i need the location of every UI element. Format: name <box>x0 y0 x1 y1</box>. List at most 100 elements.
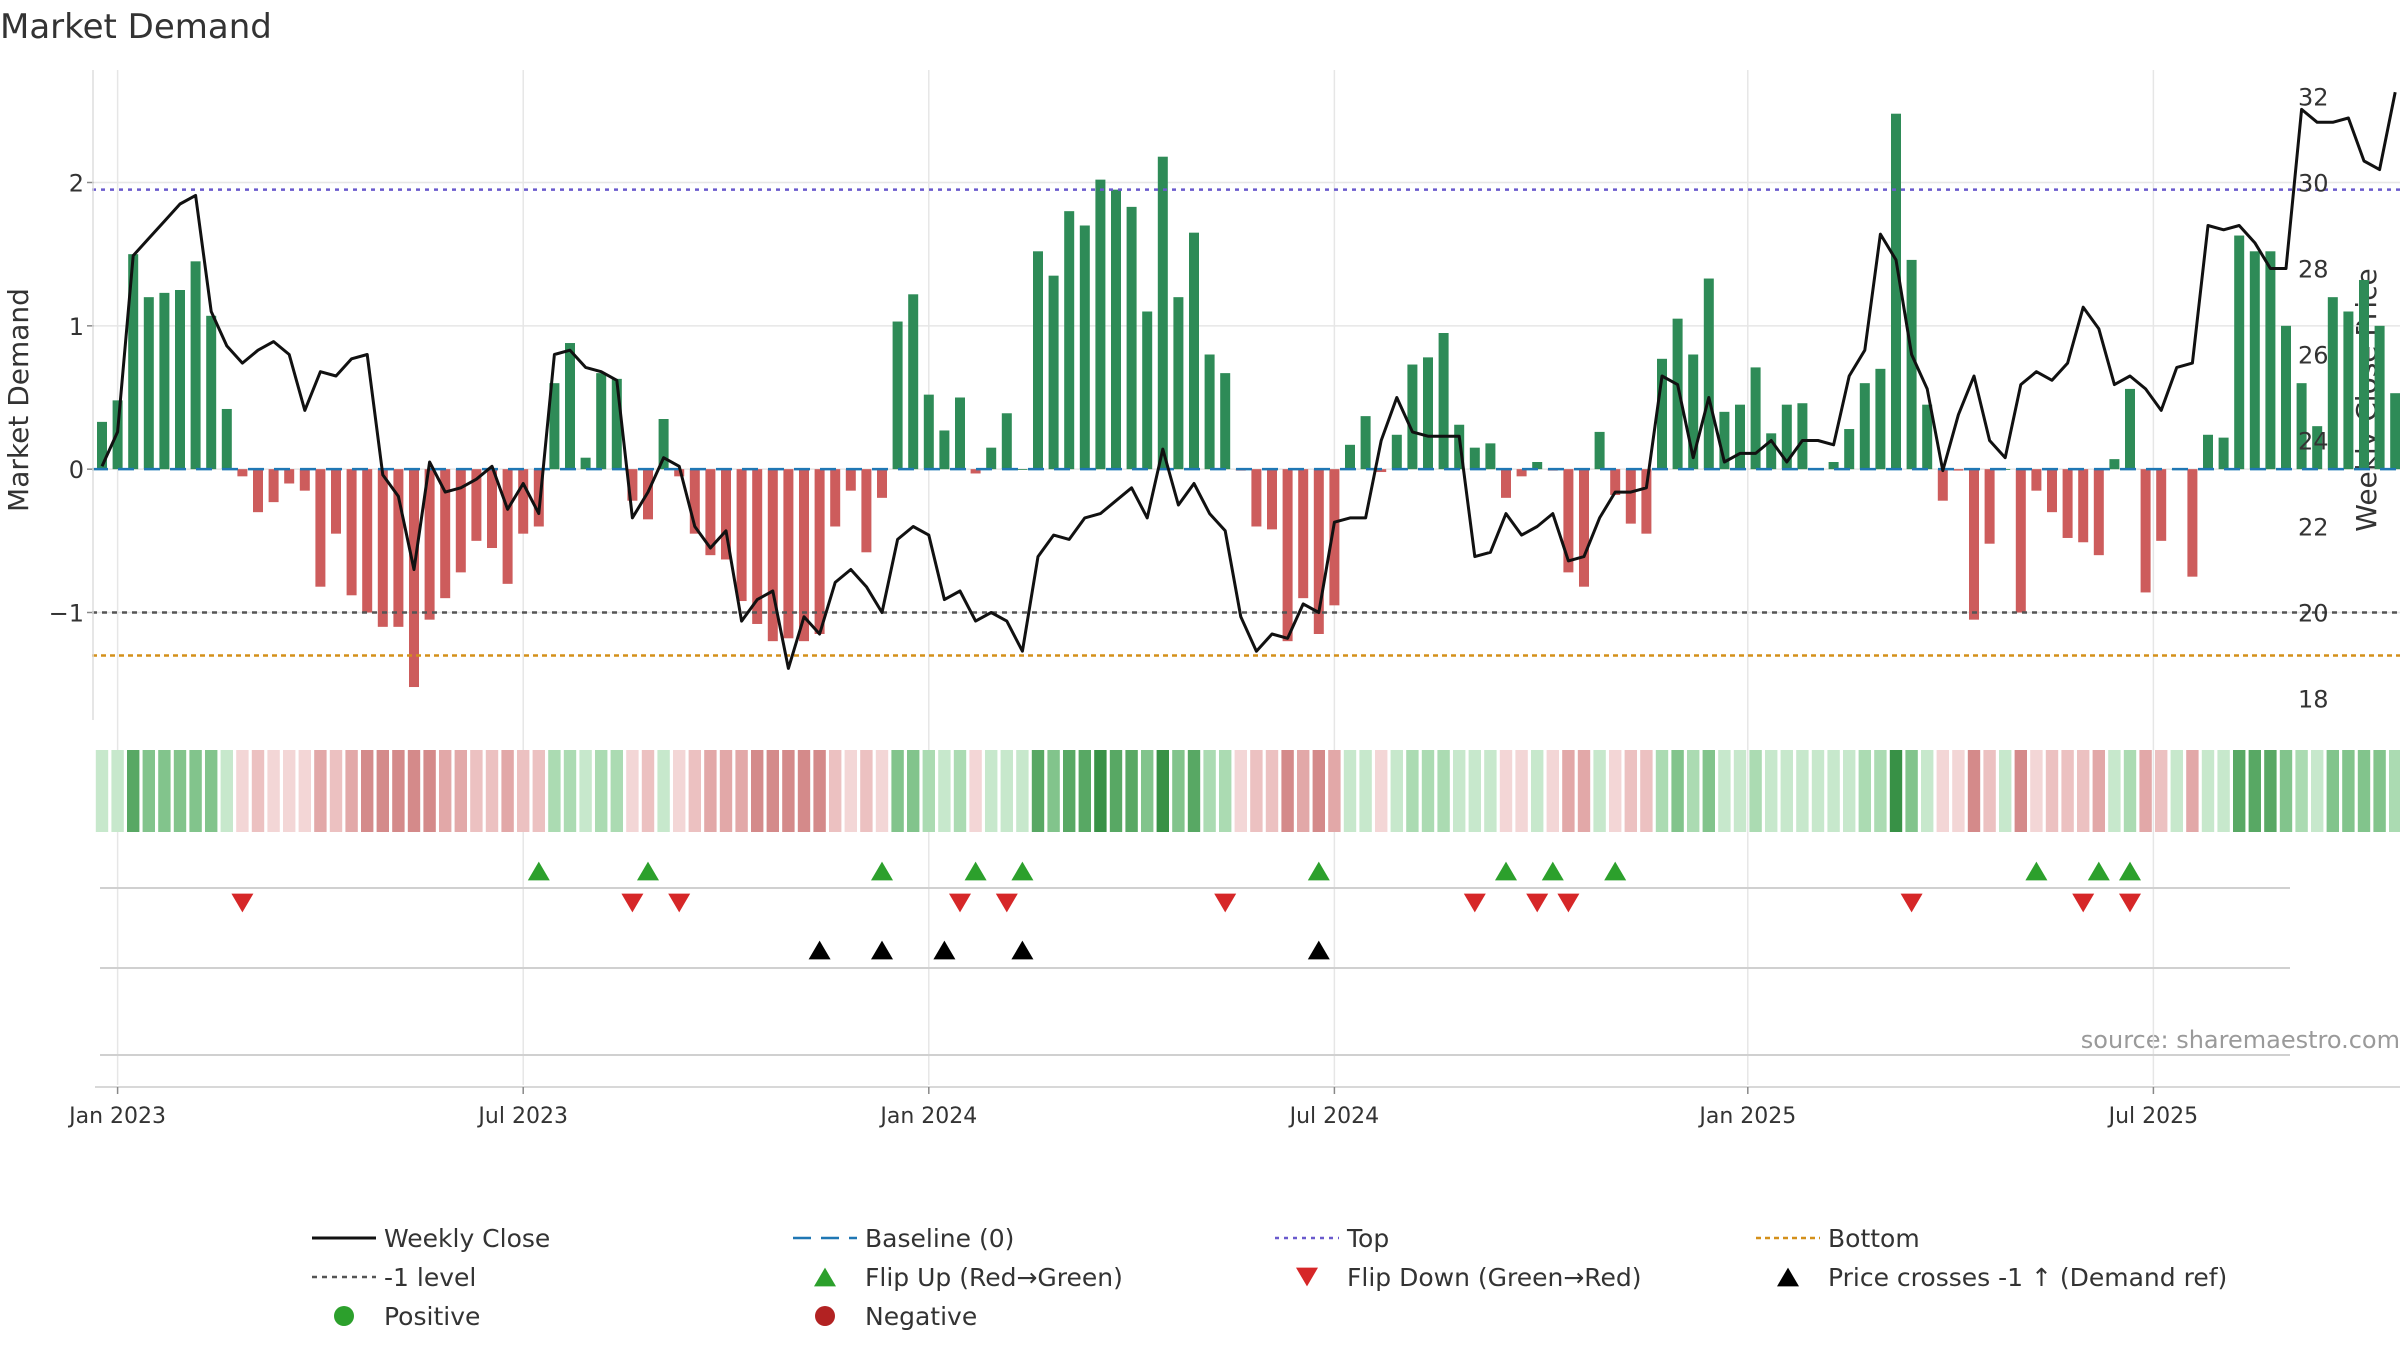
heat-strip-cell <box>1843 750 1856 832</box>
demand-bar <box>1345 444 1355 470</box>
legend-negative-swatch <box>815 1306 835 1326</box>
demand-bar <box>1688 354 1699 470</box>
heat-strip-cell <box>2295 750 2308 832</box>
demand-bar <box>2062 469 2073 538</box>
demand-bar <box>1844 429 1855 470</box>
demand-bar <box>440 469 451 599</box>
heat-strip-cell <box>1671 750 1684 832</box>
heat-strip-cell <box>704 750 717 832</box>
heat-strip-cell <box>1702 750 1715 832</box>
heat-strip-cell <box>1219 750 1232 832</box>
heat-strip-cell <box>439 750 452 832</box>
demand-bar <box>1532 462 1543 470</box>
flip-up-marker <box>1495 861 1517 881</box>
demand-bar <box>830 469 841 527</box>
legend-label-weekly-close: Weekly Close <box>384 1224 550 1253</box>
heat-strip-cell <box>595 750 608 832</box>
demand-bar <box>206 315 217 470</box>
price-cross-marker <box>808 940 831 960</box>
demand-bar <box>2249 251 2260 470</box>
flip-up-marker <box>1541 861 1564 881</box>
flip-up-marker <box>1604 861 1627 881</box>
demand-bar <box>1282 469 1293 642</box>
demand-bar <box>2093 469 2104 556</box>
heat-strip-cell <box>1359 750 1372 832</box>
demand-bar <box>409 469 419 688</box>
heat-strip-cell <box>2014 750 2027 832</box>
heat-strip-cell <box>688 750 701 832</box>
heat-strip-cell <box>1125 750 1138 832</box>
heat-strip-cell <box>751 750 764 832</box>
demand-bar <box>2218 437 2229 470</box>
demand-bar <box>1906 259 1917 470</box>
flip-down-marker <box>668 893 691 913</box>
heat-strip-cell <box>1546 750 1559 832</box>
heat-strip-cell <box>1203 750 1216 832</box>
flip-up-marker <box>527 861 550 881</box>
demand-bar <box>1969 469 1979 620</box>
demand-bar <box>1516 469 1527 477</box>
heat-strip-cell <box>1858 750 1871 832</box>
heat-strip-cell <box>2108 750 2121 832</box>
demand-bar <box>502 469 513 584</box>
heat-strip-cell <box>579 750 592 832</box>
demand-bar <box>1579 469 1589 587</box>
heat-strip-cell <box>2326 750 2339 832</box>
heat-strip-cell <box>875 750 889 832</box>
heat-strip-cell <box>548 750 561 832</box>
demand-bar <box>1064 211 1075 470</box>
demand-bar <box>2312 426 2323 470</box>
heat-strip-cell <box>719 750 733 832</box>
demand-bar <box>455 469 466 573</box>
legend-label-minus-one: -1 level <box>384 1263 476 1292</box>
demand-bar <box>1563 469 1574 573</box>
chart-title: Market Demand <box>0 7 272 47</box>
heat-strip-cell <box>938 750 951 832</box>
demand-bar <box>1313 469 1324 634</box>
heat-strip-cell <box>610 750 623 832</box>
heat-strip-cell <box>1031 750 1045 832</box>
heat-strip-cell <box>1343 750 1357 832</box>
flip-down-marker <box>1463 893 1486 913</box>
heat-strip-cell <box>626 750 639 832</box>
heat-strip-cell <box>1967 750 1981 832</box>
heat-strip-cell <box>1889 750 1903 832</box>
demand-bar <box>97 421 107 470</box>
flip-down-marker <box>1526 893 1549 913</box>
demand-bar <box>471 469 482 541</box>
heat-strip-cell <box>1921 750 1934 832</box>
heat-strip-cell <box>860 750 873 832</box>
demand-bar <box>1111 189 1121 470</box>
heat-strip-cell <box>329 750 343 832</box>
demand-bar <box>939 430 950 470</box>
demand-bar <box>627 469 638 501</box>
demand-bar <box>1625 469 1636 524</box>
flip-up-marker <box>2119 861 2141 881</box>
heat-strip-cell <box>1811 750 1825 832</box>
legend-positive-swatch <box>334 1306 354 1326</box>
flip-up-marker <box>637 861 659 881</box>
heat-strip-cell <box>1328 750 1341 832</box>
demand-bar <box>2156 469 2167 541</box>
left-tick-label: 0 <box>69 456 84 484</box>
demand-bar <box>721 469 731 560</box>
demand-bar <box>799 469 809 642</box>
heat-strip-cell <box>407 750 421 832</box>
demand-bar <box>767 469 778 642</box>
demand-bar <box>1095 179 1106 470</box>
demand-bar <box>877 469 887 498</box>
demand-bar <box>1657 358 1667 470</box>
heat-strip-cell <box>423 750 436 832</box>
heat-strip-cell <box>2311 750 2324 832</box>
demand-bar <box>159 292 170 470</box>
heat-strip-cell <box>1499 750 1513 832</box>
demand-bar <box>674 469 685 477</box>
flip-up-marker <box>871 861 893 881</box>
demand-bar <box>908 294 919 470</box>
heat-strip-cell <box>641 750 655 832</box>
demand-bar <box>424 469 435 620</box>
heat-strip-cell <box>2045 750 2059 832</box>
demand-bar <box>1423 357 1433 470</box>
demand-bar <box>752 469 763 624</box>
